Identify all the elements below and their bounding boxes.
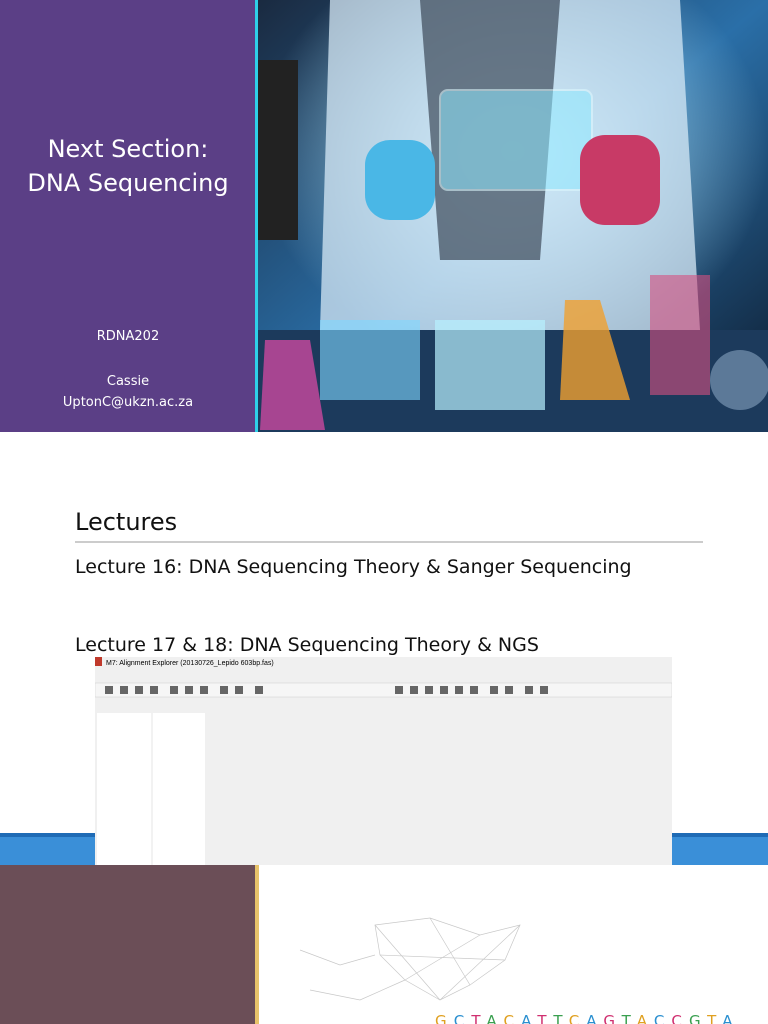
side-panel xyxy=(0,865,255,1024)
dna-letter: C xyxy=(504,1012,522,1024)
accent-line xyxy=(255,865,259,1024)
dna-letter: C xyxy=(569,1012,587,1024)
dna-letter: G xyxy=(689,1012,707,1024)
dna-letter: G xyxy=(435,1012,454,1024)
dna-letter: T xyxy=(706,1012,722,1024)
author-email: UptonC@ukzn.ac.za xyxy=(63,395,193,410)
course-code: RDNA202 xyxy=(97,329,159,344)
dna-letter: T xyxy=(536,1012,553,1024)
alignment-window: M7: Alignment Explorer (20130726_Lepido … xyxy=(95,657,673,865)
title-panel xyxy=(0,0,255,432)
window-title: M7: Alignment Explorer (20130726_Lepido … xyxy=(106,660,274,667)
dna-letter: G xyxy=(603,1012,621,1024)
author-name: Cassie xyxy=(107,374,149,389)
lecture-item: Lecture 17 & 18: DNA Sequencing Theory &… xyxy=(75,634,539,656)
dna-letter: C xyxy=(654,1012,672,1024)
dna-letter: A xyxy=(637,1012,654,1024)
dna-letter: A xyxy=(521,1012,537,1024)
dna-letter: T xyxy=(470,1012,486,1024)
lecture-item: Lecture 16: DNA Sequencing Theory & Sang… xyxy=(75,556,632,578)
accent-line xyxy=(255,0,258,432)
section-title: Next Section: xyxy=(48,135,209,163)
lab-photo xyxy=(258,0,768,432)
dna-letter: C xyxy=(671,1012,689,1024)
dna-letter: C xyxy=(454,1012,472,1024)
dna-letters: GCTACATTCAGTACCGTA xyxy=(435,1012,740,1024)
heading: Lectures xyxy=(75,508,177,536)
dna-letter: T xyxy=(552,1012,568,1024)
section-title: DNA Sequencing xyxy=(27,169,228,197)
dna-letter: A xyxy=(722,1012,739,1024)
network-graphic xyxy=(299,917,521,1001)
dna-letter: A xyxy=(486,1012,503,1024)
dna-letter: T xyxy=(621,1012,637,1024)
dna-letter: A xyxy=(586,1012,603,1024)
